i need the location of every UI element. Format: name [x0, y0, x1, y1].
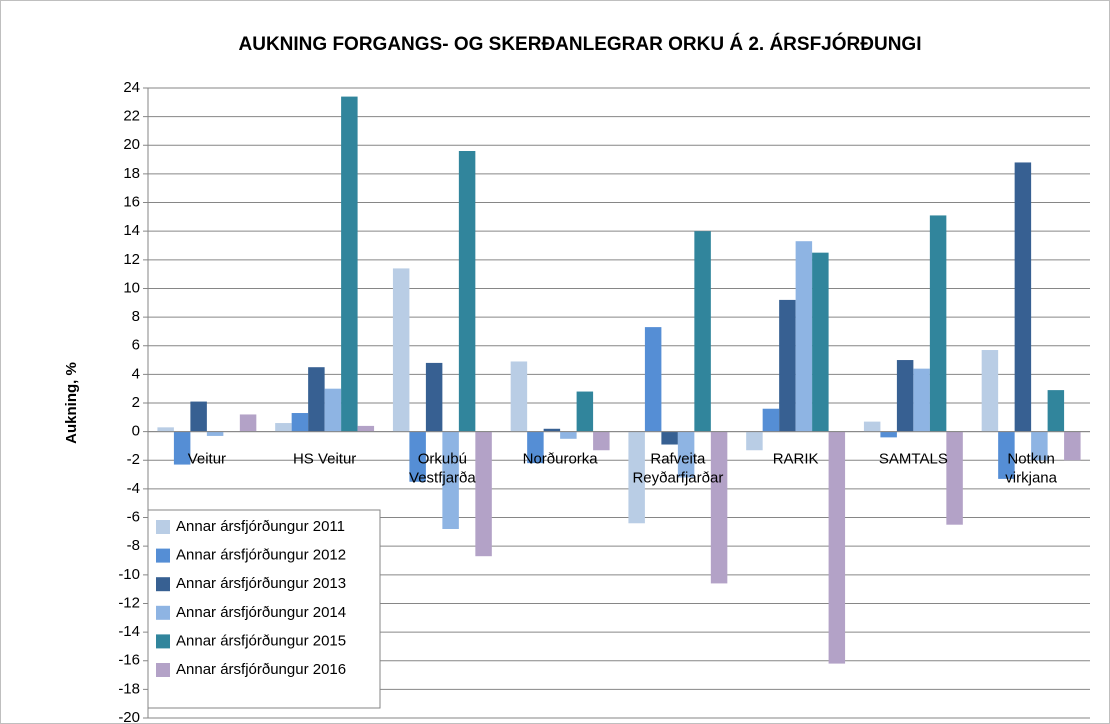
x-tick-label: Orkubú Vestfjarða	[409, 451, 476, 487]
bar	[239, 414, 257, 432]
bar	[308, 367, 325, 432]
bar	[510, 361, 528, 432]
bar	[593, 431, 610, 451]
bar	[880, 431, 897, 438]
bar	[527, 431, 544, 464]
y-tick-label: 2	[132, 394, 140, 411]
legend-box	[147, 509, 381, 709]
bar	[341, 96, 358, 432]
bar	[828, 431, 846, 664]
bar	[1014, 162, 1032, 432]
legend-swatch	[156, 605, 170, 620]
bar	[913, 368, 930, 432]
bar	[981, 350, 999, 432]
bar	[392, 268, 410, 432]
bar	[694, 231, 711, 432]
y-tick-label: 12	[123, 251, 140, 268]
y-tick-label: -4	[127, 480, 140, 497]
legend-label: Annar ársfjórðungur 2015	[176, 632, 346, 649]
y-tick-label: 20	[123, 136, 140, 153]
bar	[998, 431, 1015, 479]
y-axis-title: Aukning, %	[63, 362, 80, 444]
legend-label: Annar ársfjórðungur 2013	[176, 575, 346, 592]
bar	[762, 408, 780, 432]
legend-swatch	[156, 634, 170, 649]
legend-swatch	[156, 548, 170, 563]
bar	[206, 431, 224, 436]
y-tick-label: 8	[132, 308, 140, 325]
legend-label: Annar ársfjórðungur 2014	[176, 604, 346, 621]
chart-title: AUKNING FORGANGS- OG SKERÐANLEGRAR ORKU …	[239, 33, 922, 55]
x-tick-label: HS Veitur	[293, 451, 356, 468]
bar	[475, 431, 492, 557]
bar	[560, 431, 577, 439]
y-tick-label: -16	[118, 652, 140, 669]
y-tick-label: -6	[127, 509, 140, 526]
legend-swatch	[156, 577, 170, 592]
bar	[425, 362, 443, 432]
bar	[795, 241, 813, 432]
bar	[275, 423, 292, 432]
bar	[812, 252, 829, 432]
bar	[661, 431, 678, 445]
bar	[458, 151, 476, 432]
bar	[291, 413, 309, 432]
bar	[677, 431, 695, 478]
y-tick-label: -8	[127, 537, 140, 554]
y-tick-label: 16	[123, 194, 140, 211]
y-tick-label: -20	[118, 709, 140, 724]
y-tick-label: -14	[118, 623, 140, 640]
bar	[324, 388, 342, 432]
bar	[357, 425, 375, 432]
y-tick-label: -10	[118, 566, 140, 583]
y-tick-label: 24	[123, 79, 140, 96]
x-tick-label: Rafveita Reyðarfjarðar	[632, 451, 723, 487]
bar	[442, 431, 459, 529]
bar	[746, 431, 763, 451]
bar	[1064, 431, 1081, 461]
bar	[896, 360, 914, 432]
bar	[157, 427, 174, 432]
y-tick-label: 22	[123, 108, 140, 125]
y-tick-label: 18	[123, 165, 140, 182]
bar	[946, 431, 963, 525]
bar	[576, 391, 594, 432]
legend-label: Annar ársfjórðungur 2012	[176, 547, 346, 564]
x-tick-label: RARIK	[773, 451, 819, 468]
y-tick-label: 10	[123, 279, 140, 296]
y-tick-label: 4	[132, 365, 140, 382]
legend-swatch	[156, 663, 170, 677]
x-tick-label: Notkun virkjana	[1005, 451, 1057, 487]
y-tick-label: 6	[132, 337, 140, 354]
bar	[409, 431, 426, 482]
bar	[644, 327, 662, 432]
legend-label: Annar ársfjórðungur 2011	[176, 518, 345, 535]
y-tick-label: 14	[123, 222, 140, 239]
y-tick-label: -12	[118, 594, 140, 611]
x-tick-label: Norðurorka	[523, 451, 599, 468]
bar	[1031, 431, 1048, 461]
x-tick-label: Veitur	[188, 451, 226, 468]
x-tick-label: SAMTALS	[879, 451, 948, 468]
bar	[628, 431, 645, 524]
bar	[779, 299, 796, 432]
bar	[929, 215, 947, 432]
y-tick-label: -18	[118, 680, 140, 697]
bar	[1047, 390, 1065, 432]
bar	[190, 401, 207, 432]
bar	[173, 431, 191, 465]
y-tick-label: -2	[127, 451, 140, 468]
bar	[863, 421, 881, 432]
bar	[710, 431, 728, 584]
y-tick-label: 0	[132, 423, 140, 440]
legend-label: Annar ársfjórðungur 2016	[176, 661, 346, 678]
legend-swatch	[156, 520, 170, 534]
bar	[543, 428, 561, 432]
